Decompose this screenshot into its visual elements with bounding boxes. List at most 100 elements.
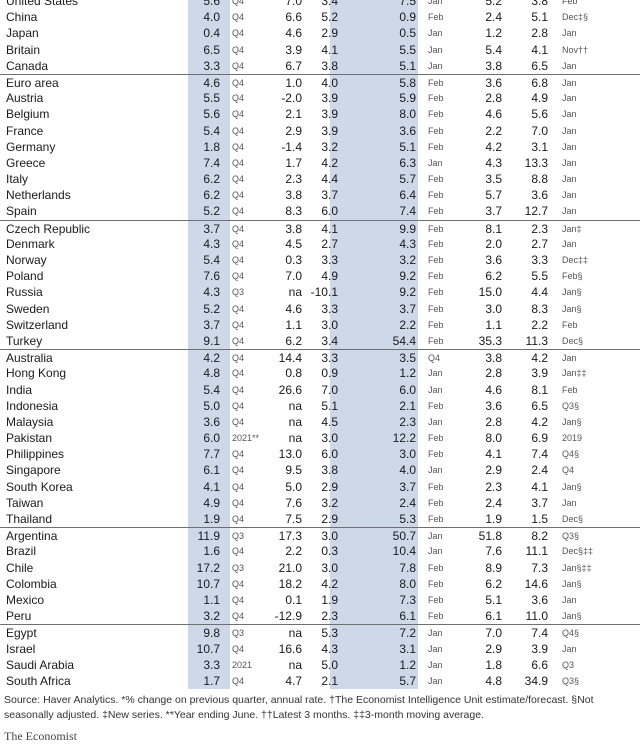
gdp-period: Q4 (232, 675, 245, 686)
gdp-latest-value: 17.2 (196, 560, 220, 575)
highlight-band (188, 591, 230, 609)
unemployment-period: 2019 (562, 433, 583, 444)
highlight-band (330, 608, 418, 625)
unemployment-period: Jan (562, 109, 577, 120)
highlight-band (188, 494, 230, 511)
cpi-period: Feb (428, 77, 444, 88)
country-name: Indonesia (6, 398, 59, 413)
cpi-forecast-value: 3.5 (485, 172, 502, 187)
gdp-latest-value: 7.4 (203, 155, 220, 170)
cpi-period: Jan (428, 546, 443, 557)
gdp-latest-value: 4.2 (203, 351, 220, 366)
gdp-period: Q3 (232, 287, 245, 298)
cpi-latest-value: 6.0 (399, 382, 416, 397)
country-name: Poland (6, 269, 44, 284)
cpi-period: Jan (428, 28, 443, 39)
cpi-period: Jan (428, 659, 443, 670)
gdp-forecast-value: 5.3 (321, 626, 338, 641)
gdp-quarter-value: 6.7 (285, 58, 302, 73)
unemployment-value: 3.9 (531, 641, 548, 656)
gdp-latest-value: 11.9 (197, 529, 220, 544)
cpi-period: Jan (428, 531, 443, 542)
gdp-latest-value: 3.7 (203, 317, 220, 332)
table-row: India 5.4 Q4 26.6 7.0 6.0 Jan 4.6 8.1 Feb (0, 381, 640, 398)
gdp-period: Q4 (232, 384, 245, 395)
cpi-forecast-value: 1.1 (485, 317, 502, 332)
cpi-latest-value: 2.2 (399, 317, 416, 332)
highlight-band (330, 57, 418, 74)
gdp-period: Q4 (232, 93, 245, 104)
unemployment-value: 7.4 (531, 626, 548, 641)
cpi-forecast-value: 6.2 (485, 269, 502, 284)
cpi-latest-value: 9.9 (399, 221, 416, 236)
highlight-band (330, 332, 418, 350)
gdp-forecast-value: 0.3 (321, 544, 338, 559)
table-row: Britain 6.5 Q4 3.9 4.1 5.5 Jan 5.4 4.1 Nov†† (0, 41, 640, 58)
cpi-forecast-value: 1.8 (485, 657, 502, 672)
unemployment-period: Jan (562, 60, 577, 71)
country-name: Saudi Arabia (6, 657, 75, 672)
gdp-quarter-value: na (288, 414, 302, 429)
cpi-latest-value: 7.5 (399, 0, 416, 8)
gdp-quarter-value: 0.3 (285, 253, 302, 267)
gdp-period: Q4 (232, 449, 245, 460)
country-name: France (6, 123, 44, 138)
cpi-forecast-value: 51.8 (478, 529, 502, 544)
unemployment-period: Jan (562, 93, 577, 104)
cpi-forecast-value: 2.4 (485, 495, 502, 510)
cpi-forecast-value: 3.0 (485, 301, 502, 316)
highlight-band (188, 122, 230, 139)
highlight-band (188, 543, 230, 560)
cpi-forecast-value: 4.8 (485, 673, 502, 688)
unemployment-value: 6.5 (531, 58, 548, 73)
unemployment-period: Jan§ (562, 416, 582, 427)
gdp-quarter-value: 1.1 (285, 317, 302, 332)
gdp-forecast-value: 3.0 (321, 317, 338, 332)
cpi-forecast-value: 3.8 (485, 58, 502, 73)
cpi-latest-value: 1.2 (399, 366, 416, 381)
gdp-quarter-value: 7.5 (285, 512, 302, 526)
cpi-latest-value: 54.4 (392, 333, 416, 348)
gdp-quarter-value: 4.6 (285, 26, 302, 41)
highlight-band (330, 122, 418, 139)
country-name: Chile (6, 560, 34, 575)
gdp-quarter-value: 13.0 (278, 447, 302, 462)
gdp-period: 2021** (232, 433, 260, 444)
unemployment-value: 7.0 (531, 123, 548, 138)
gdp-forecast-value: 7.0 (321, 382, 338, 397)
table-row: Australia 4.2 Q4 14.4 3.3 3.5 Q4 3.8 4.2 Jan (0, 349, 640, 366)
highlight-band (330, 203, 418, 220)
gdp-period: Q4 (232, 0, 245, 6)
highlight-band (188, 559, 230, 576)
gdp-period: Q4 (232, 77, 245, 88)
unemployment-period: Nov†† (562, 44, 589, 55)
gdp-quarter-value: na (288, 626, 302, 641)
gdp-period: Q4 (232, 546, 245, 557)
gdp-latest-value: 7.6 (203, 269, 220, 284)
unemployment-period: Dec§ (562, 514, 584, 524)
highlight-band (188, 672, 230, 690)
highlight-band (330, 235, 418, 252)
table-row: Egypt 9.8 Q3 na 5.3 7.2 Jan 7.0 7.4 Q4§ (0, 624, 640, 641)
country-name: Canada (6, 58, 49, 73)
unemployment-value: 6.5 (531, 398, 548, 413)
gdp-quarter-value: -2.0 (281, 91, 302, 106)
gdp-quarter-value: 7.0 (285, 0, 302, 8)
unemployment-period: Jan (562, 77, 577, 88)
gdp-forecast-value: -10.1 (310, 285, 338, 300)
cpi-latest-value: 10.4 (392, 544, 416, 559)
gdp-latest-value: 9.1 (203, 333, 220, 348)
gdp-quarter-value: 2.3 (285, 172, 302, 187)
gdp-quarter-value: 6.6 (285, 10, 302, 25)
highlight-band (188, 625, 230, 641)
gdp-forecast-value: 3.2 (321, 139, 338, 154)
cpi-period: Feb (428, 481, 444, 492)
gdp-latest-value: 6.0 (203, 431, 220, 446)
table-row: Austria 5.5 Q4 -2.0 3.9 5.9 Feb 2.8 4.9 Jan (0, 90, 640, 107)
gdp-latest-value: 5.0 (203, 398, 220, 413)
cpi-latest-value: 7.8 (399, 560, 416, 575)
highlight-band (330, 381, 418, 398)
unemployment-period: Jan (562, 206, 577, 217)
unemployment-value: 14.6 (524, 576, 548, 591)
gdp-quarter-value: na (288, 285, 302, 300)
